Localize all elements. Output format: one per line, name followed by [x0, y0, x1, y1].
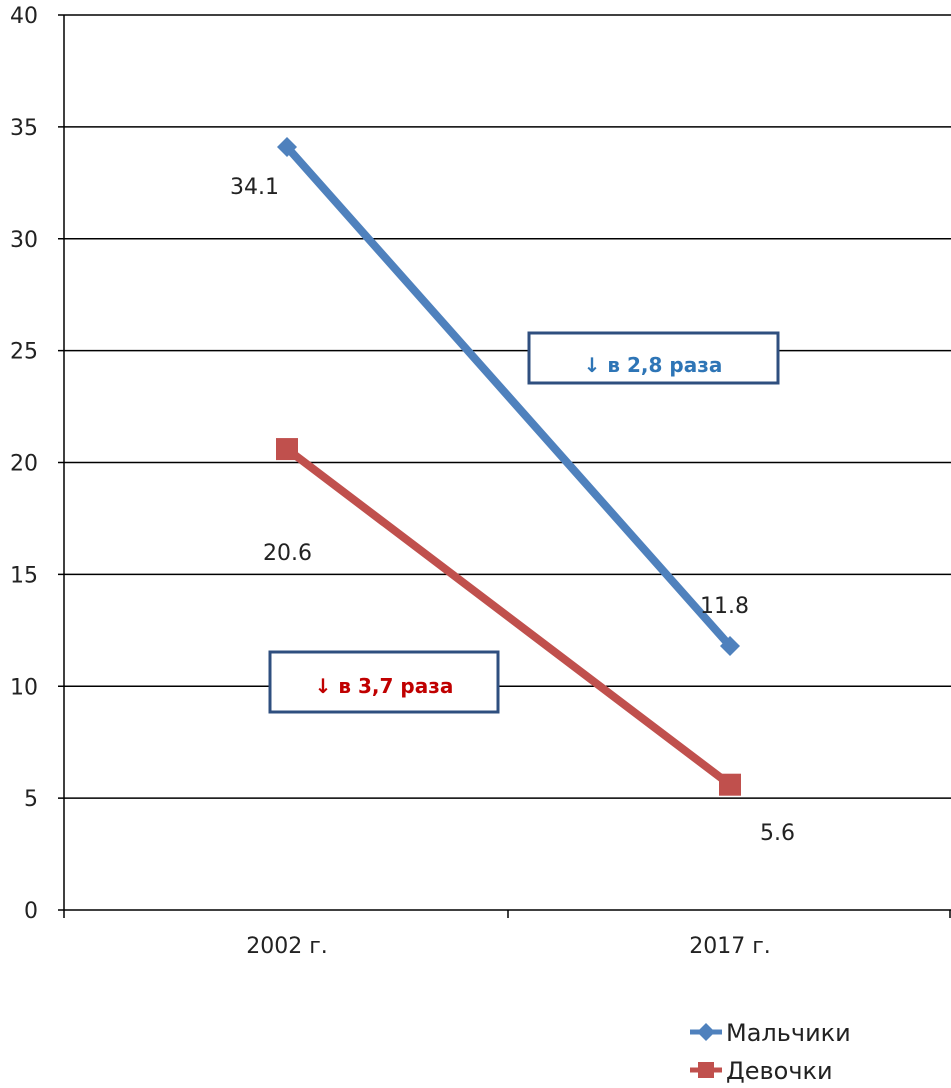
data-label-girls-2002: 20.6 [263, 541, 312, 566]
data-labels: 34.1 11.8 20.6 5.6 [230, 175, 795, 846]
axes [63, 15, 951, 911]
annotation-girls: ↓ в 3,7 раза [268, 650, 500, 714]
legend-item-boys: Мальчики [690, 1019, 851, 1047]
legend-item-girls: Девочки [690, 1057, 833, 1085]
gridlines [58, 14, 951, 918]
y-tick-label-25: 25 [10, 340, 38, 365]
series-layer [276, 137, 741, 796]
y-tick-label-35: 35 [10, 116, 38, 141]
x-tick-labels: 2002 г. 2017 г. [246, 934, 771, 959]
annotation-girls-box [268, 650, 500, 714]
y-tick-labels: 0 5 10 15 20 25 30 35 40 [10, 4, 38, 924]
marker-girls-0 [276, 438, 298, 461]
legend-label-boys: Мальчики [726, 1019, 851, 1047]
marker-girls-1 [719, 773, 741, 796]
x-tick-label-2002: 2002 г. [246, 934, 328, 959]
y-tick-label-0: 0 [24, 899, 38, 924]
annotation-boys-box [527, 331, 780, 385]
legend-diamond-icon [697, 1023, 715, 1041]
y-tick-label-40: 40 [10, 4, 38, 29]
data-label-boys-2002: 34.1 [230, 175, 279, 200]
y-tick-label-20: 20 [10, 452, 38, 477]
legend-square-icon [698, 1062, 714, 1078]
annotation-girls-text: ↓ в 3,7 раза [315, 674, 454, 698]
y-tick-label-30: 30 [10, 228, 38, 253]
annotation-boys: ↓ в 2,8 раза [527, 331, 780, 385]
annotations: ↓ в 2,8 раза ↓ в 3,7 раза [268, 331, 780, 714]
data-label-boys-2017: 11.8 [700, 594, 749, 619]
annotation-boys-text: ↓ в 2,8 раза [584, 353, 723, 377]
series-line-boys [283, 143, 734, 650]
legend-label-girls: Девочки [726, 1057, 833, 1085]
y-tick-label-10: 10 [10, 675, 38, 700]
data-label-girls-2017: 5.6 [760, 821, 795, 846]
y-tick-label-15: 15 [10, 563, 38, 588]
series-line-girls [283, 445, 734, 789]
marker-boys-1 [720, 635, 740, 656]
x-tick-label-2017: 2017 г. [689, 934, 771, 959]
y-tick-label-5: 5 [24, 787, 38, 812]
marker-boys-0 [277, 137, 297, 158]
legend: Мальчики Девочки [690, 1019, 851, 1085]
